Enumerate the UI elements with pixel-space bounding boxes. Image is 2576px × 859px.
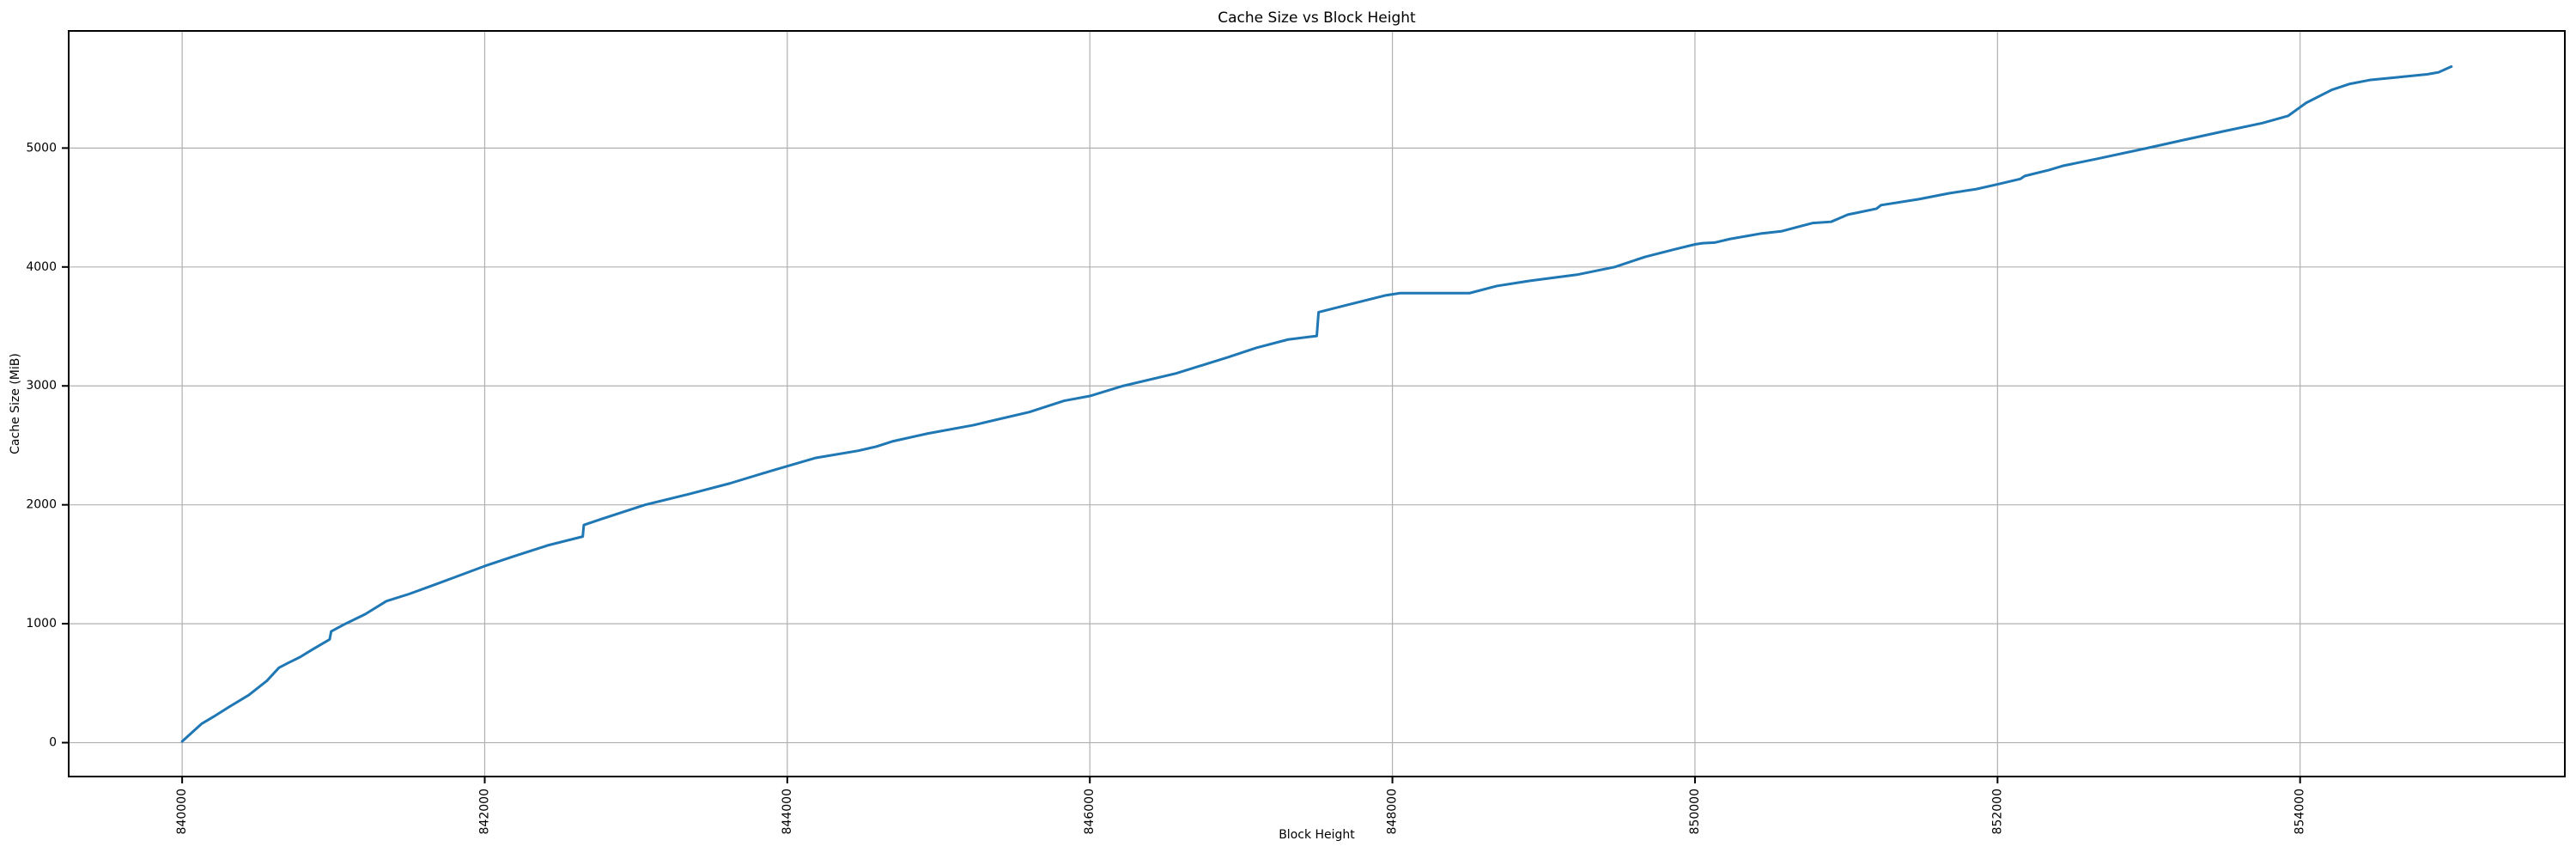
y-tick-label: 4000 [26, 260, 57, 274]
x-tick-label: 850000 [1688, 789, 1702, 834]
tick-labels: 840000 842000 844000 846000 848000 850000 8520… [26, 141, 2306, 834]
x-tick-label: 846000 [1083, 789, 1097, 834]
plot-border [68, 30, 2566, 777]
y-tick-label: 2000 [26, 498, 57, 512]
x-axis-label: Block Height [1279, 828, 1355, 842]
cache-size-line [180, 65, 2453, 743]
gridlines [69, 31, 2565, 777]
y-tick-label: 5000 [26, 141, 57, 155]
x-tick-label: 852000 [1990, 789, 2004, 834]
x-tick-label: 842000 [478, 789, 492, 834]
y-tick-label: 1000 [26, 617, 57, 631]
x-tick-label: 848000 [1386, 789, 1400, 834]
chart-title: Cache Size vs Block Height [1218, 9, 1416, 27]
axis-ticks [62, 147, 2301, 783]
y-axis-label: Cache Size (MiB) [9, 353, 22, 454]
x-tick-label: 854000 [2293, 789, 2307, 834]
y-tick-label: 3000 [26, 379, 57, 393]
y-tick-label: 0 [49, 736, 57, 750]
x-tick-label: 844000 [781, 789, 794, 834]
x-tick-label: 840000 [175, 789, 189, 834]
